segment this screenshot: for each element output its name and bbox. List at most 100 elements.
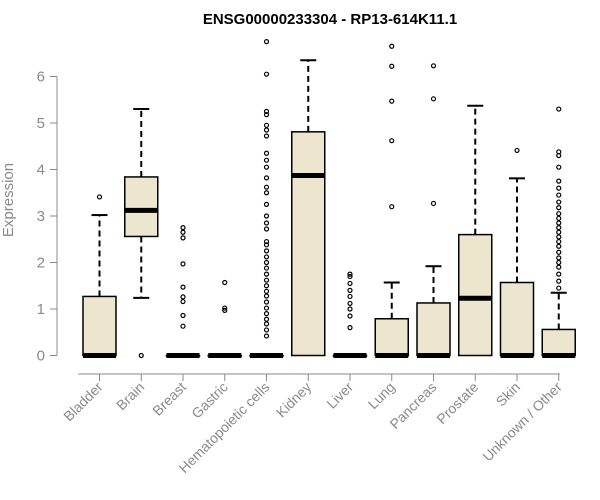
- outlier-point: [263, 248, 270, 254]
- outlier-point: [180, 229, 186, 235]
- x-tick-label: Liver: [323, 379, 356, 412]
- outlier-point: [556, 192, 562, 198]
- outlier-point: [263, 190, 270, 196]
- outlier-point: [556, 225, 562, 231]
- outlier-point: [263, 39, 270, 45]
- outlier-point: [263, 316, 270, 322]
- outlier-point: [180, 298, 186, 305]
- outlier-point: [263, 242, 270, 248]
- outlier-point: [96, 194, 103, 200]
- outlier-point: [556, 106, 562, 112]
- outlier-point: [180, 261, 186, 267]
- x-tick-label: Unknown / Other: [479, 379, 565, 465]
- outlier-point: [263, 288, 270, 294]
- box-group: [207, 279, 242, 358]
- box-group: [249, 39, 284, 358]
- y-ticks: 0 1 2 3 4 5 6: [37, 69, 57, 365]
- outlier-point: [263, 259, 270, 266]
- box-iqr: [291, 131, 326, 357]
- x-tick-label: Lung: [365, 379, 398, 412]
- outlier-point: [263, 71, 270, 77]
- outlier-point: [263, 150, 270, 156]
- outlier-point: [347, 300, 353, 307]
- outlier-point: [263, 305, 270, 311]
- outlier-point: [389, 63, 395, 69]
- outlier-point: [430, 63, 437, 69]
- outlier-point: [556, 215, 562, 221]
- outlier-point: [347, 325, 353, 331]
- y-tick-label: 0: [37, 348, 45, 365]
- box-group: [291, 59, 326, 357]
- outlier-point: [263, 184, 270, 190]
- outlier-point: [556, 178, 562, 184]
- outlier-point: [556, 238, 562, 245]
- outlier-point: [263, 327, 270, 333]
- outlier-point: [180, 284, 186, 290]
- outlier-point: [263, 220, 270, 226]
- outlier-point: [347, 287, 353, 293]
- outlier-point: [263, 133, 270, 139]
- outlier-point: [556, 199, 562, 205]
- boxes: [82, 39, 576, 359]
- outlier-point: [263, 122, 270, 128]
- outlier-point: [263, 175, 270, 181]
- y-tick-label: 4: [37, 162, 45, 179]
- outlier-point: [263, 311, 270, 317]
- outlier-point: [263, 265, 270, 271]
- outlier-point: [263, 333, 270, 339]
- outlier-point: [430, 96, 437, 102]
- outlier-point: [263, 299, 270, 305]
- outlier-point: [347, 306, 353, 312]
- outlier-point: [263, 238, 270, 245]
- outlier-point: [556, 229, 562, 235]
- outlier-point: [263, 157, 270, 163]
- box-iqr: [458, 233, 493, 357]
- outlier-point: [347, 280, 353, 287]
- outlier-point: [556, 259, 562, 266]
- y-axis-label: Expression: [0, 163, 17, 237]
- outlier-point: [556, 211, 562, 217]
- outlier-point: [263, 277, 270, 283]
- outlier-point: [556, 278, 562, 284]
- outlier-point: [556, 271, 562, 277]
- y-tick-label: 5: [37, 115, 45, 132]
- box-group: [374, 43, 409, 358]
- outlier-point: [556, 264, 562, 270]
- box-group: [332, 271, 368, 358]
- outlier-point: [263, 112, 270, 118]
- outlier-point: [556, 255, 562, 261]
- outlier-point: [263, 213, 270, 219]
- y-tick-label: 1: [37, 301, 45, 318]
- chart-title: ENSG00000233304 - RP13-614K11.1: [203, 11, 457, 28]
- outlier-point: [556, 234, 562, 240]
- outlier-point: [180, 312, 186, 319]
- outlier-point: [347, 313, 353, 319]
- outlier-point: [389, 43, 395, 49]
- outlier-point: [389, 204, 395, 210]
- outlier-point: [556, 249, 562, 255]
- outlier-point: [263, 321, 270, 327]
- outlier-point: [138, 352, 144, 359]
- outlier-point: [263, 254, 270, 260]
- box-iqr: [499, 281, 535, 357]
- outlier-point: [389, 98, 395, 104]
- box-group: [165, 225, 201, 358]
- outlier-point: [263, 271, 270, 277]
- outlier-point: [180, 294, 186, 300]
- outlier-point: [347, 271, 353, 277]
- box-group: [82, 194, 117, 358]
- x-tick-label: Prostate: [433, 379, 481, 427]
- outlier-point: [556, 205, 562, 211]
- box-group: [541, 106, 576, 358]
- outlier-point: [263, 201, 270, 207]
- x-tick-label: Breast: [149, 379, 189, 419]
- outlier-point: [556, 185, 562, 191]
- box-iqr: [541, 328, 576, 357]
- box-iqr: [416, 302, 451, 357]
- box-group: [458, 104, 493, 357]
- box-iqr: [124, 176, 159, 238]
- box-iqr: [374, 318, 409, 357]
- x-tick-label: Brain: [113, 379, 147, 413]
